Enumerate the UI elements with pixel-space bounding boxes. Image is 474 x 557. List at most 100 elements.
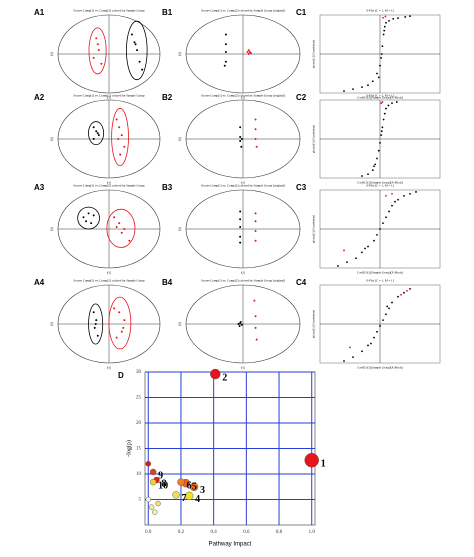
group-ellipse xyxy=(111,108,129,167)
point xyxy=(237,323,240,325)
point xyxy=(379,325,381,327)
point xyxy=(113,307,116,310)
point xyxy=(386,305,389,308)
bubble xyxy=(155,500,161,507)
x-tick-label: 1.0 xyxy=(309,530,316,535)
point xyxy=(380,102,383,105)
point xyxy=(254,315,257,318)
point xyxy=(381,45,384,48)
point xyxy=(367,84,369,87)
group-ellipse xyxy=(106,208,136,248)
point xyxy=(343,249,345,252)
point xyxy=(391,193,393,195)
point xyxy=(133,41,136,44)
panel-title: Scores Comp[1] vs. Comp[2] colored by Sa… xyxy=(73,279,145,283)
point xyxy=(96,43,99,46)
bubble xyxy=(149,478,157,486)
group-ellipse xyxy=(126,20,148,81)
point xyxy=(376,72,378,75)
point xyxy=(373,165,375,168)
point-label: 10 xyxy=(158,480,168,491)
point xyxy=(373,239,375,242)
bubble xyxy=(152,509,158,515)
point xyxy=(253,299,256,302)
point xyxy=(254,128,257,131)
x-axis-label: Pathway Impact xyxy=(209,542,252,548)
point xyxy=(371,80,374,83)
point xyxy=(239,210,242,213)
point-label: 3 xyxy=(200,485,205,496)
y-axis-label: t[2] xyxy=(178,322,182,326)
point xyxy=(381,126,384,129)
point xyxy=(240,138,243,140)
panel-title: Scores Comp[1] vs. Comp[2] colored by Sa… xyxy=(201,184,285,188)
point xyxy=(239,226,242,229)
point xyxy=(123,228,126,230)
panel-label: C2 xyxy=(296,93,307,102)
point xyxy=(355,257,357,260)
point-label: 2 xyxy=(222,372,227,383)
panel-label: C1 xyxy=(296,8,307,17)
point xyxy=(95,130,98,133)
point xyxy=(128,239,131,242)
point xyxy=(385,313,387,316)
point xyxy=(224,43,227,46)
point xyxy=(240,323,243,326)
panel-title: S-Plot (C = 1, M = 1) xyxy=(366,184,393,189)
panel-label: C4 xyxy=(296,278,307,287)
point xyxy=(97,49,100,52)
panel-title: Scores Comp[1] vs. Comp[2] colored by Sa… xyxy=(201,9,285,13)
x-axis-label: CoeffCS[1](Sample Group)(X-Block) xyxy=(357,366,403,370)
point xyxy=(374,163,377,166)
y-axis-label: t[2] xyxy=(178,137,182,141)
bubble xyxy=(189,482,199,491)
panel-label: A1 xyxy=(34,8,45,17)
point xyxy=(409,288,411,290)
y-axis-label: p(corr)[1] (Correlation) xyxy=(312,215,316,243)
point xyxy=(240,145,243,148)
point xyxy=(383,112,386,115)
point xyxy=(370,342,372,345)
point xyxy=(95,37,98,40)
y-axis-label: t[2] xyxy=(178,227,182,231)
point xyxy=(388,307,390,310)
point xyxy=(224,33,227,36)
point xyxy=(224,60,227,63)
point xyxy=(254,229,257,232)
point xyxy=(118,222,121,225)
panel-title: S-Plot (C = 1, M = 1) xyxy=(366,279,393,284)
x-axis-label: CoeffCS[1](Sample Group)(X-Block) xyxy=(357,96,403,100)
point xyxy=(383,25,386,28)
point xyxy=(254,220,257,223)
point xyxy=(395,101,398,103)
point xyxy=(352,88,354,90)
point xyxy=(239,321,242,324)
point xyxy=(361,86,363,89)
point-label: 5 xyxy=(192,481,197,492)
point xyxy=(385,216,387,219)
y-axis-label: p(corr)[1] (Correlation) xyxy=(312,40,316,68)
panel-label: B2 xyxy=(162,93,173,102)
point xyxy=(400,293,402,296)
point xyxy=(381,101,384,103)
y-tick-label: 5 xyxy=(139,498,142,503)
point xyxy=(361,350,363,353)
y-tick-label: 20 xyxy=(136,421,142,426)
x-tick-label: 0.0 xyxy=(145,530,152,535)
point xyxy=(382,222,384,225)
point xyxy=(409,15,411,18)
point xyxy=(343,360,345,362)
point-label: 1 xyxy=(321,459,326,470)
panel-title: Scores Comp[1] vs. Comp[2] colored by Sa… xyxy=(201,279,285,283)
point xyxy=(247,49,250,52)
point xyxy=(120,330,123,333)
point xyxy=(383,29,386,32)
point xyxy=(85,220,88,223)
x-axis-label: CoeffCS[1](Sample Group)(X-Block) xyxy=(357,181,403,185)
point-label: 4 xyxy=(195,494,200,505)
y-axis-label: p(corr)[1] (Correlation) xyxy=(312,310,316,338)
point xyxy=(382,16,384,19)
x-tick-label: 0.6 xyxy=(243,530,250,535)
bubble xyxy=(210,368,221,380)
bubble xyxy=(149,468,157,476)
